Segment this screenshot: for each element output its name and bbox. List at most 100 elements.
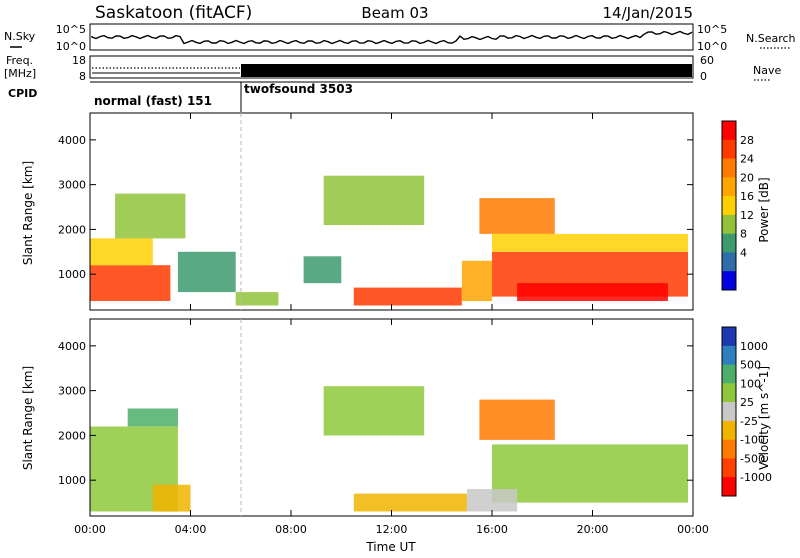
velocity-colorbar-tick-6: -500 — [740, 452, 765, 465]
nsky-label: N.Sky — [4, 30, 36, 43]
velocity-region-7 — [492, 444, 688, 503]
velocity-xtick-label-4: 16:00 — [476, 523, 508, 536]
nave-label: Nave — [753, 64, 781, 77]
station-title: Saskatoon (fitACF) — [95, 3, 252, 23]
nsky-tick-low: 10^0 — [56, 40, 86, 53]
velocity-colorbar-tick-1: 500 — [740, 359, 761, 372]
power-colorbar-segment-3 — [722, 177, 736, 197]
cpid-panel: CPID normal (fast) 151 twofsound 3503 — [8, 81, 693, 112]
power-region-0 — [90, 265, 171, 301]
velocity-ytick-label-0: 4000 — [58, 340, 86, 353]
power-panel: 4000 3000 2000 1000 Slant Range [km] 28 24 20… — [21, 112, 771, 311]
power-ytick-label-2: 2000 — [58, 223, 86, 236]
freq-label-line1: Freq. — [6, 54, 33, 67]
velocity-region-8 — [466, 489, 518, 512]
nave-tick-high: 60 — [700, 54, 714, 67]
velocity-region-6 — [479, 399, 555, 440]
nsearch-label: N.Search — [746, 32, 796, 45]
power-ylabel: Slant Range [km] — [21, 161, 35, 265]
power-colorbar-segment-8 — [722, 271, 736, 291]
nsky-panel: N.Sky 10^5 10^0 10^5 10^0 N.Search — [4, 23, 796, 53]
power-region-12 — [517, 283, 668, 301]
freq-trace-twofsound — [241, 64, 692, 77]
velocity-colorbar-segment-6 — [722, 439, 736, 459]
power-xaxis-ticks — [89, 113, 694, 310]
nsearch-tick-low: 10^0 — [697, 40, 727, 53]
power-ytick-label-3: 1000 — [58, 268, 86, 281]
power-colorbar-segment-1 — [722, 139, 736, 160]
velocity-region-4 — [323, 386, 425, 436]
velocity-colorbar-tick-5: -100 — [740, 434, 765, 447]
power-colorbar-tick-0: 28 — [740, 134, 754, 147]
power-region-6 — [323, 175, 425, 225]
velocity-colorbar-segment-8 — [722, 477, 736, 497]
freq-panel: Freq. [MHz] 18 8 60 0 Nave — [4, 54, 781, 83]
nsearch-tick-high: 10^5 — [697, 23, 727, 36]
beam-title: Beam 03 — [361, 4, 428, 22]
cpid-label: CPID — [8, 87, 37, 100]
power-colorbar-segment-5 — [722, 214, 736, 235]
velocity-region-5 — [353, 493, 467, 512]
velocity-colorbar-segment-0 — [722, 327, 736, 347]
power-region-3 — [177, 251, 236, 293]
velocity-xtick-label-0: 00:00 — [74, 523, 106, 536]
power-colorbar-label: Power [dB] — [757, 177, 771, 242]
date-title: 14/Jan/2015 — [603, 4, 694, 22]
power-region-1 — [90, 238, 153, 266]
power-region-7 — [353, 287, 462, 306]
power-region-9 — [479, 198, 555, 234]
power-colorbar-segment-6 — [722, 233, 736, 253]
power-colorbar-tick-6: 4 — [740, 246, 747, 259]
power-region-8 — [461, 260, 492, 302]
nsky-trace-line — [91, 30, 693, 45]
velocity-yaxis: 4000 3000 2000 1000 — [58, 340, 693, 487]
velocity-colorbar-tick-7: -1000 — [740, 471, 772, 484]
velocity-panel: 4000 3000 2000 1000 00:00 04:00 08:00 12:00 16:… — [21, 318, 772, 536]
power-region-2 — [115, 193, 186, 239]
velocity-heatmap-cells — [90, 386, 688, 512]
power-colorbar-tick-4: 12 — [740, 209, 754, 222]
power-yaxis: 4000 3000 2000 1000 — [58, 134, 693, 281]
cpid-mode-twofsound: twofsound 3503 — [244, 82, 353, 96]
power-region-4 — [235, 292, 279, 306]
velocity-region-3 — [152, 484, 191, 512]
power-colorbar-segment-0 — [722, 121, 736, 141]
velocity-xaxis: 00:00 04:00 08:00 12:00 16:00 20:00 00:00 — [74, 319, 709, 536]
power-colorbar-tick-3: 16 — [740, 190, 754, 203]
power-colorbar-segment-4 — [722, 196, 736, 216]
power-colorbar-tick-2: 20 — [740, 171, 754, 184]
velocity-region-2 — [127, 408, 178, 427]
power-region-11 — [492, 233, 688, 252]
cpid-mode-normal: normal (fast) 151 — [94, 94, 212, 108]
velocity-xtick-label-5: 20:00 — [577, 523, 609, 536]
velocity-xtick-label-3: 12:00 — [376, 523, 408, 536]
velocity-colorbar-segment-1 — [722, 345, 736, 366]
power-colorbar-tick-1: 24 — [740, 153, 754, 166]
velocity-xtick-label-1: 04:00 — [175, 523, 207, 536]
nsky-panel-frame — [89, 23, 694, 51]
power-region-5 — [303, 256, 342, 284]
velocity-colorbar-tick-2: 100 — [740, 377, 761, 390]
power-colorbar-segment-2 — [722, 158, 736, 178]
velocity-colorbar-segment-4 — [722, 402, 736, 422]
velocity-ytick-label-1: 3000 — [58, 385, 86, 398]
velocity-colorbar-segment-2 — [722, 364, 736, 384]
nsky-tick-high: 10^5 — [56, 23, 86, 36]
freq-label-line2: [MHz] — [4, 67, 36, 80]
power-colorbar-tick-5: 8 — [740, 228, 747, 241]
power-colorbar-segment-7 — [722, 252, 736, 272]
nsky-trace — [91, 30, 693, 45]
velocity-ytick-label-2: 2000 — [58, 429, 86, 442]
velocity-colorbar: 1000 500 100 25 -25 -100 -500 -1000 — [721, 326, 772, 497]
power-colorbar-frame — [721, 120, 737, 291]
velocity-region-1 — [90, 426, 178, 472]
velocity-colorbar-tick-4: -25 — [740, 415, 758, 428]
freq-panel-frame — [89, 55, 694, 79]
power-colorbar: 28 24 20 16 12 8 4 — [721, 120, 754, 291]
velocity-colorbar-tick-3: 25 — [740, 396, 754, 409]
velocity-colorbar-frame — [721, 326, 737, 497]
power-ytick-label-0: 4000 — [58, 134, 86, 147]
velocity-ytick-label-3: 1000 — [58, 474, 86, 487]
power-heatmap-cells — [90, 175, 688, 306]
